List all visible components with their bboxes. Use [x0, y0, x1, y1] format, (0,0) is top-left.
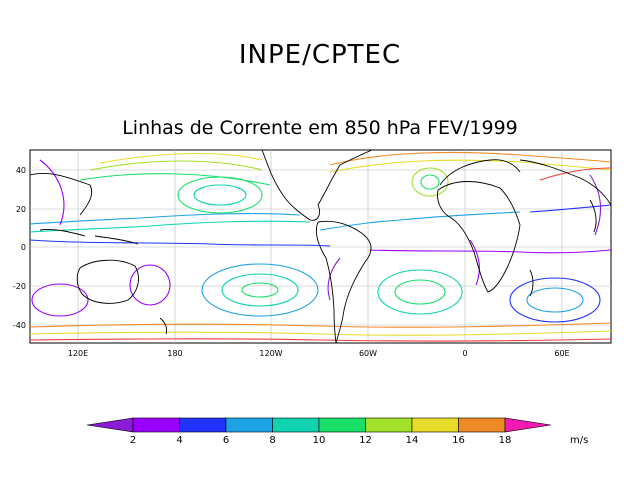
lat-label: 20: [16, 205, 26, 214]
colorbar-tick: 6: [223, 435, 229, 446]
lon-labels: 120E 180 120W 60W 0 60E: [68, 349, 570, 358]
colorbar-unit: m/s: [570, 435, 588, 446]
colorbar-tick: 4: [176, 435, 182, 446]
colorbar-segment: [272, 417, 320, 433]
lon-label: 0: [462, 349, 467, 358]
map-frame: [29, 149, 612, 344]
colorbar-segment: [458, 417, 506, 433]
lon-label: 120W: [259, 349, 282, 358]
lat-label: 40: [16, 166, 26, 175]
colorbar-tick: 18: [499, 435, 512, 446]
colorbar-segment: [179, 417, 227, 433]
colorbar-tick: 16: [452, 435, 465, 446]
coastlines: [30, 150, 611, 343]
colorbar-segment: [504, 417, 552, 433]
colorbar-segment: [318, 417, 366, 433]
lat-labels: 40 20 0 -20 -40: [13, 166, 26, 330]
colorbar-ticks: 2 4 6 8 10 12 14 16 18: [130, 435, 512, 446]
streamlines: [30, 151, 611, 342]
gridlines: [30, 150, 611, 343]
lat-label: -40: [13, 321, 26, 330]
colorbar-segment: [411, 417, 459, 433]
colorbar: [86, 417, 552, 433]
lat-label: -20: [13, 282, 26, 291]
colorbar-segment: [132, 417, 180, 433]
colorbar-segment: [86, 417, 134, 433]
lon-label: 60E: [554, 349, 569, 358]
colorbar-segment: [365, 417, 413, 433]
colorbar-tick: 10: [313, 435, 326, 446]
colorbar-tick: 8: [269, 435, 275, 446]
lon-label: 60W: [359, 349, 377, 358]
colorbar-tick: 2: [130, 435, 136, 446]
map-title: INPE/CPTEC: [238, 40, 402, 70]
colorbar-tick: 14: [406, 435, 419, 446]
colorbar-segment: [225, 417, 273, 433]
colorbar-tick: 12: [359, 435, 372, 446]
lon-label: 180: [167, 349, 182, 358]
lon-label: 120E: [68, 349, 88, 358]
map-subtitle: Linhas de Corrente em 850 hPa FEV/1999: [122, 117, 518, 139]
lat-label: 0: [21, 243, 26, 252]
